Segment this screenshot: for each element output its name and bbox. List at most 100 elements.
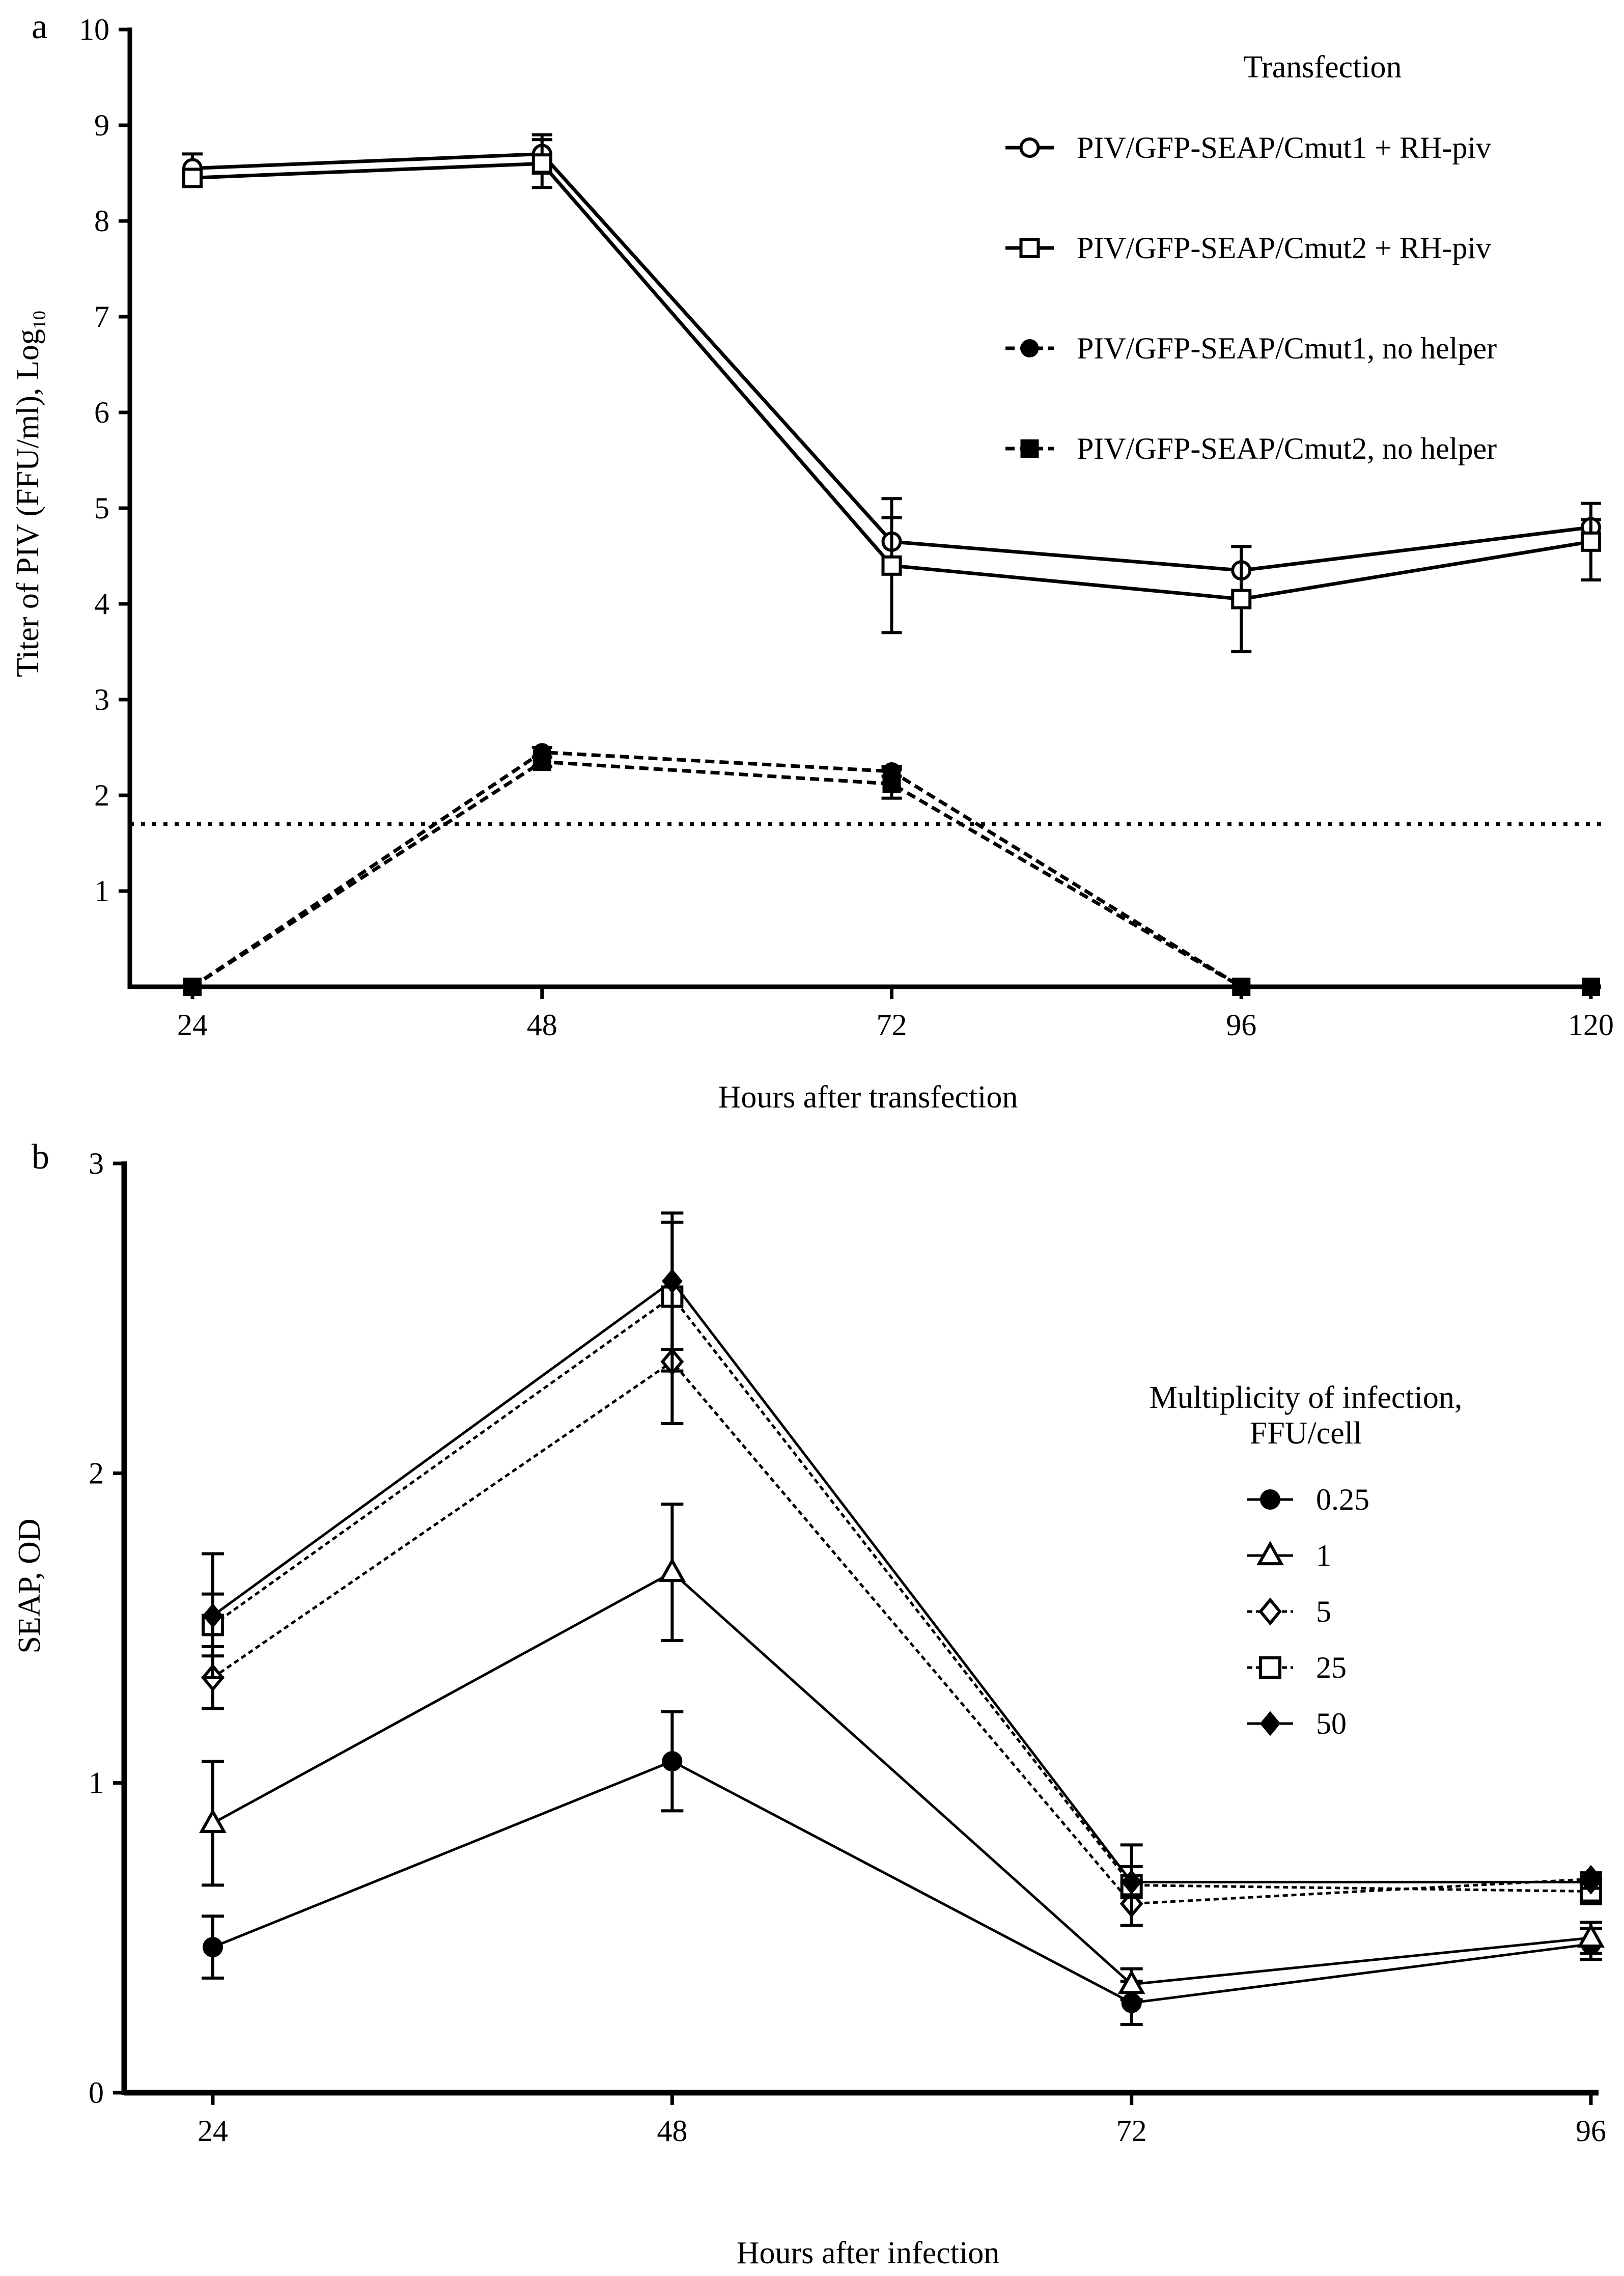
panel-b-series-3-line xyxy=(212,1359,1591,1905)
panel-a-y-tick-label: 4 xyxy=(94,587,109,621)
panel-a-legend-label: PIV/GFP-SEAP/Cmut2, no helper xyxy=(1077,432,1497,465)
panel-a-data-point xyxy=(533,753,551,771)
panel-b-legend-label: 50 xyxy=(1316,1707,1347,1740)
panel-a-data-point xyxy=(1232,978,1251,996)
panel-a-data-point xyxy=(881,555,902,576)
panel-a-legend-label: PIV/GFP-SEAP/Cmut1, no helper xyxy=(1077,331,1497,365)
panel-b-data-point xyxy=(202,1603,223,1628)
panel-b-series-5 xyxy=(202,1211,1602,1899)
panel-a-x-tick-label: 24 xyxy=(177,1008,208,1042)
panel-b-legend: 0.25 1 5 25 50 xyxy=(1247,1483,1369,1740)
panel-b-series-2-line xyxy=(212,1570,1591,1986)
panel-b-legend-marker xyxy=(1259,1656,1281,1679)
panel-b-data-point xyxy=(662,1751,683,1772)
panel-b-data-point xyxy=(662,1268,683,1294)
panel-b-y-label: SEAP, OD xyxy=(12,1518,47,1653)
panel-b-series-1-line xyxy=(212,1760,1591,2005)
panel-a-x-tick-label: 48 xyxy=(527,1008,557,1042)
panel-a-legend-marker xyxy=(1019,137,1040,158)
panel-b-series-4 xyxy=(202,1220,1602,1927)
panel-a-data-point xyxy=(182,168,203,188)
panel-a-legend-item-4: PIV/GFP-SEAP/Cmut2, no helper xyxy=(1005,432,1497,465)
panel-b-x-label: Hours after infection xyxy=(737,2236,999,2270)
panel-b-data-point xyxy=(199,1808,227,1833)
panel-b-y-tick-label: 2 xyxy=(89,1456,104,1490)
panel-a-y-label-subscript: 10 xyxy=(29,311,49,329)
panel-b-series xyxy=(199,1211,1605,2027)
panel-a-x-ticks: 24 48 72 96 120 xyxy=(177,987,1614,1042)
panel-b-data-point xyxy=(1121,1869,1142,1895)
panel-b-legend-title-line1: Multiplicity of infection, xyxy=(1150,1380,1463,1415)
panel-a-y-tick-label: 9 xyxy=(94,108,109,142)
panel-a-x-tick-label: 72 xyxy=(877,1008,907,1042)
panel-a-series-2 xyxy=(182,138,1601,653)
panel-a-y-tick-label: 10 xyxy=(79,13,109,46)
panel-b-legend-marker xyxy=(1259,1711,1281,1736)
panel-b-legend-item-5: 50 xyxy=(1247,1707,1347,1740)
panel-b-data-point xyxy=(1117,1969,1145,1994)
panel-a-legend-title: Transfection xyxy=(1243,50,1402,85)
panel-b-legend-item-4: 25 xyxy=(1247,1651,1347,1684)
panel-b-series-4-line xyxy=(212,1295,1591,1893)
panel-b-y-tick-label: 1 xyxy=(89,1766,104,1800)
panel-a-x-tick-label: 120 xyxy=(1568,1008,1614,1042)
panel-a-series-4 xyxy=(183,753,1600,996)
panel-b-x-tick-label: 72 xyxy=(1116,2114,1147,2148)
panel-b-series-1 xyxy=(202,1710,1602,2027)
panel-a-data-point xyxy=(1582,978,1600,996)
panel-a-data-point xyxy=(183,978,202,996)
panel-a-y-tick-label: 1 xyxy=(94,874,109,908)
panel-b-y-tick-label: 0 xyxy=(89,2076,104,2110)
panel-a-legend-marker xyxy=(1020,439,1039,458)
panel-b-legend-marker xyxy=(1258,1597,1282,1626)
panel-a-y-tick-label: 7 xyxy=(94,300,109,334)
panel-a-data-point xyxy=(1231,589,1252,609)
panel-a-y-tick-label: 5 xyxy=(94,491,109,525)
panel-a: a 1 2 3 4 5 6 7 8 9 10 24 48 72 96 120 Hours after tr… xyxy=(11,7,1614,1115)
panel-a-y-label: Titer of PIV (FFU/ml), Log10 xyxy=(11,311,49,677)
panel-b-legend-marker xyxy=(1260,1489,1280,1510)
panel-a-y-tick-label: 2 xyxy=(94,779,109,812)
panel-a-legend-item-2: PIV/GFP-SEAP/Cmut2 + RH-piv xyxy=(1005,231,1491,265)
panel-b-legend-item-2: 1 xyxy=(1247,1539,1331,1572)
panel-b-legend-item-1: 0.25 xyxy=(1247,1483,1369,1516)
panel-b-legend-label: 1 xyxy=(1316,1539,1331,1572)
panel-a-legend-item-3: PIV/GFP-SEAP/Cmut1, no helper xyxy=(1005,331,1497,365)
panel-a-data-point xyxy=(882,774,901,793)
panel-b-data-point xyxy=(1577,1923,1605,1948)
panel-a-y-label-main: Titer of PIV (FFU/ml), Log xyxy=(11,329,45,677)
panel-b-x-tick-label: 48 xyxy=(657,2114,687,2148)
panel-a-series-4-line xyxy=(191,760,1591,989)
panel-b: b 0 1 2 3 24 48 72 96 Hours after infection SE… xyxy=(12,1137,1606,2270)
panel-a-data-point xyxy=(1581,531,1601,552)
panel-b-data-point xyxy=(203,1937,223,1958)
panel-a-y-tick-label: 3 xyxy=(94,683,109,716)
panel-b-x-ticks: 24 48 72 96 xyxy=(198,2093,1606,2148)
panel-a-y-ticks: 1 2 3 4 5 6 7 8 9 10 xyxy=(79,13,130,908)
panel-a-x-tick-label: 96 xyxy=(1226,1008,1256,1042)
panel-a-x-label: Hours after transfection xyxy=(718,1080,1018,1115)
panel-b-legend-item-3: 5 xyxy=(1247,1595,1331,1628)
panel-b-x-tick-label: 96 xyxy=(1576,2114,1606,2148)
panel-a-y-tick-label: 6 xyxy=(94,396,109,429)
panel-b-data-point xyxy=(1580,1869,1602,1895)
panel-a-series xyxy=(182,133,1601,996)
panel-b-legend-marker xyxy=(1256,1541,1284,1566)
panel-a-y-tick-label: 8 xyxy=(94,204,109,238)
panel-a-legend-item-1: PIV/GFP-SEAP/Cmut1 + RH-piv xyxy=(1005,131,1491,164)
panel-a-legend: PIV/GFP-SEAP/Cmut1 + RH-piv PIV/GFP-SEAP/… xyxy=(1005,131,1497,465)
panel-a-tag: a xyxy=(32,7,47,46)
panel-a-legend-label: PIV/GFP-SEAP/Cmut2 + RH-piv xyxy=(1077,231,1491,265)
panel-b-legend-label: 0.25 xyxy=(1316,1483,1369,1516)
panel-a-legend-marker xyxy=(1019,238,1040,258)
panel-b-series-2 xyxy=(199,1503,1605,2002)
panel-b-legend-label: 25 xyxy=(1316,1651,1347,1684)
panel-b-y-ticks: 0 1 2 3 xyxy=(89,1147,124,2110)
panel-a-data-point xyxy=(531,153,552,174)
panel-a-legend-marker xyxy=(1020,339,1039,357)
panel-b-series-5-line xyxy=(212,1279,1591,1883)
panel-b-x-tick-label: 24 xyxy=(198,2114,228,2148)
panel-b-legend-label: 5 xyxy=(1316,1595,1331,1628)
panel-b-tag: b xyxy=(32,1137,49,1177)
